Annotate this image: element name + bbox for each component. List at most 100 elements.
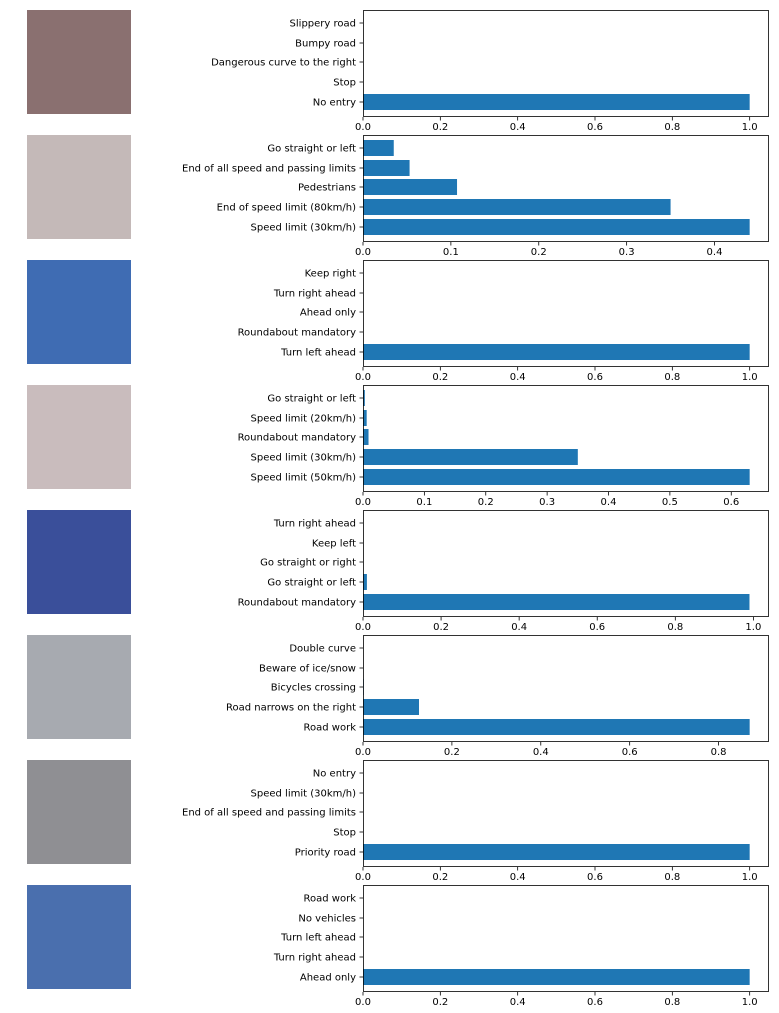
bar [363, 94, 750, 110]
axes-frame [363, 135, 769, 242]
y-tick-label: Speed limit (30km/h) [251, 789, 357, 800]
y-tick-label: Beware of ice/snow [259, 664, 356, 675]
axes-frame [363, 885, 769, 992]
y-tick-label: Speed limit (50km/h) [251, 473, 357, 484]
prediction-row: Priority road Stop End of all speed and pa… [0, 750, 779, 883]
x-tick-label: 0.5 [662, 497, 678, 508]
bar [363, 594, 750, 610]
y-tick-label: Double curve [289, 644, 356, 655]
bar-chart: Turn left ahead Roundabout mandatory Ahead… [238, 260, 769, 383]
x-tick-label: 0.1 [443, 247, 459, 258]
x-tick-label: 0.8 [664, 872, 680, 883]
x-tick-label: 0.0 [355, 872, 371, 883]
y-tick-label: Pedestrians [298, 183, 356, 194]
x-tick-label: 0.4 [510, 372, 526, 383]
y-tick-label: Ahead only [300, 308, 356, 319]
speed-limit-50-sign: 50 [27, 385, 131, 489]
y-tick-label: Turn right ahead [273, 519, 356, 530]
priority-road-sign [27, 760, 131, 864]
x-tick-label: 0.6 [587, 872, 603, 883]
y-tick-label: Speed limit (30km/h) [251, 453, 357, 464]
x-tick-label: 0.4 [510, 997, 526, 1008]
y-tick-label: Roundabout mandatory [238, 598, 357, 609]
bar [363, 140, 394, 156]
y-tick-label: No entry [313, 769, 356, 780]
y-tick-label: Turn right ahead [273, 289, 356, 300]
prediction-row: 50 Speed limit (50km/h) Speed limit (30km… [0, 375, 779, 508]
x-tick-label: 0.2 [478, 497, 494, 508]
x-tick-label: 0.3 [539, 497, 555, 508]
bar [363, 429, 369, 445]
bar [363, 344, 750, 360]
x-tick-label: 0.4 [510, 872, 526, 883]
y-tick-label: Road work [304, 894, 357, 905]
bar [363, 574, 367, 590]
x-tick-label: 0.2 [432, 372, 448, 383]
x-tick-label: 0.3 [619, 247, 635, 258]
axes-frame [363, 385, 769, 492]
x-tick-label: 0.2 [432, 122, 448, 133]
bar [363, 410, 367, 426]
y-tick-label: Dangerous curve to the right [211, 58, 356, 69]
x-tick-label: 0.8 [664, 372, 680, 383]
x-tick-label: 0.6 [622, 747, 638, 758]
x-tick-label: 0.0 [355, 747, 371, 758]
axes-frame [363, 635, 769, 742]
roundabout-mandatory-sign [27, 510, 131, 614]
bar-chart: No entry Stop Dangerous curve to the right… [211, 10, 769, 133]
bar [363, 199, 671, 215]
x-tick-label: 0.0 [355, 247, 371, 258]
y-tick-label: Roundabout mandatory [238, 433, 357, 444]
x-tick-label: 0.0 [355, 122, 371, 133]
bar-chart: Ahead only Turn right ahead Turn left ahea… [273, 885, 769, 1008]
y-tick-label: Turn left ahead [280, 348, 356, 359]
y-tick-label: Turn right ahead [273, 953, 356, 964]
bar-chart: Road work Road narrows on the right Bicycl… [226, 635, 769, 758]
y-tick-label: Road work [304, 723, 357, 734]
x-tick-label: 0.8 [664, 122, 680, 133]
bar [363, 844, 750, 860]
x-tick-label: 0.1 [416, 497, 432, 508]
x-tick-label: 1.0 [745, 622, 761, 633]
y-tick-label: Go straight or left [267, 144, 356, 155]
bar [363, 219, 750, 235]
bar [363, 969, 750, 985]
x-tick-label: 0.2 [433, 622, 449, 633]
y-tick-label: Speed limit (20km/h) [251, 414, 357, 425]
y-tick-label: Keep right [305, 269, 356, 280]
y-tick-label: Go straight or right [260, 558, 356, 569]
x-tick-label: 0.0 [355, 622, 371, 633]
y-tick-label: End of speed limit (80km/h) [217, 203, 356, 214]
x-tick-label: 0.0 [355, 997, 371, 1008]
y-tick-label: Keep left [312, 539, 356, 550]
x-tick-label: 0.2 [531, 247, 547, 258]
x-tick-label: 0.4 [510, 122, 526, 133]
no-entry-sign [27, 10, 131, 114]
axes-frame [363, 510, 769, 617]
x-tick-label: 0.6 [587, 997, 603, 1008]
road-work-sign [27, 635, 131, 739]
x-tick-label: 1.0 [742, 122, 758, 133]
y-tick-label: Stop [333, 828, 356, 839]
x-tick-label: 0.8 [664, 997, 680, 1008]
x-tick-label: 0.4 [707, 247, 723, 258]
x-tick-label: 0.8 [711, 747, 727, 758]
prediction-row: 30 Speed limit (30km/h) End of speed limi… [0, 125, 779, 258]
x-tick-label: 0.6 [587, 122, 603, 133]
y-tick-label: Go straight or left [267, 394, 356, 405]
y-tick-label: Priority road [295, 848, 356, 859]
x-tick-label: 0.2 [444, 747, 460, 758]
y-tick-label: Roundabout mandatory [238, 328, 357, 339]
bar-chart: Speed limit (50km/h) Speed limit (30km/h)… [238, 385, 769, 508]
x-tick-label: 0.6 [589, 622, 605, 633]
x-tick-label: 0.2 [432, 997, 448, 1008]
bar [363, 179, 458, 195]
y-tick-label: Speed limit (30km/h) [251, 223, 357, 234]
ahead-only-sign [27, 885, 131, 989]
x-tick-label: 0.0 [355, 372, 371, 383]
x-tick-label: 0.8 [667, 622, 683, 633]
prediction-row: Road work Road narrows on the right Bicycl… [0, 625, 779, 758]
y-tick-label: No entry [313, 98, 356, 109]
bar [363, 699, 419, 715]
